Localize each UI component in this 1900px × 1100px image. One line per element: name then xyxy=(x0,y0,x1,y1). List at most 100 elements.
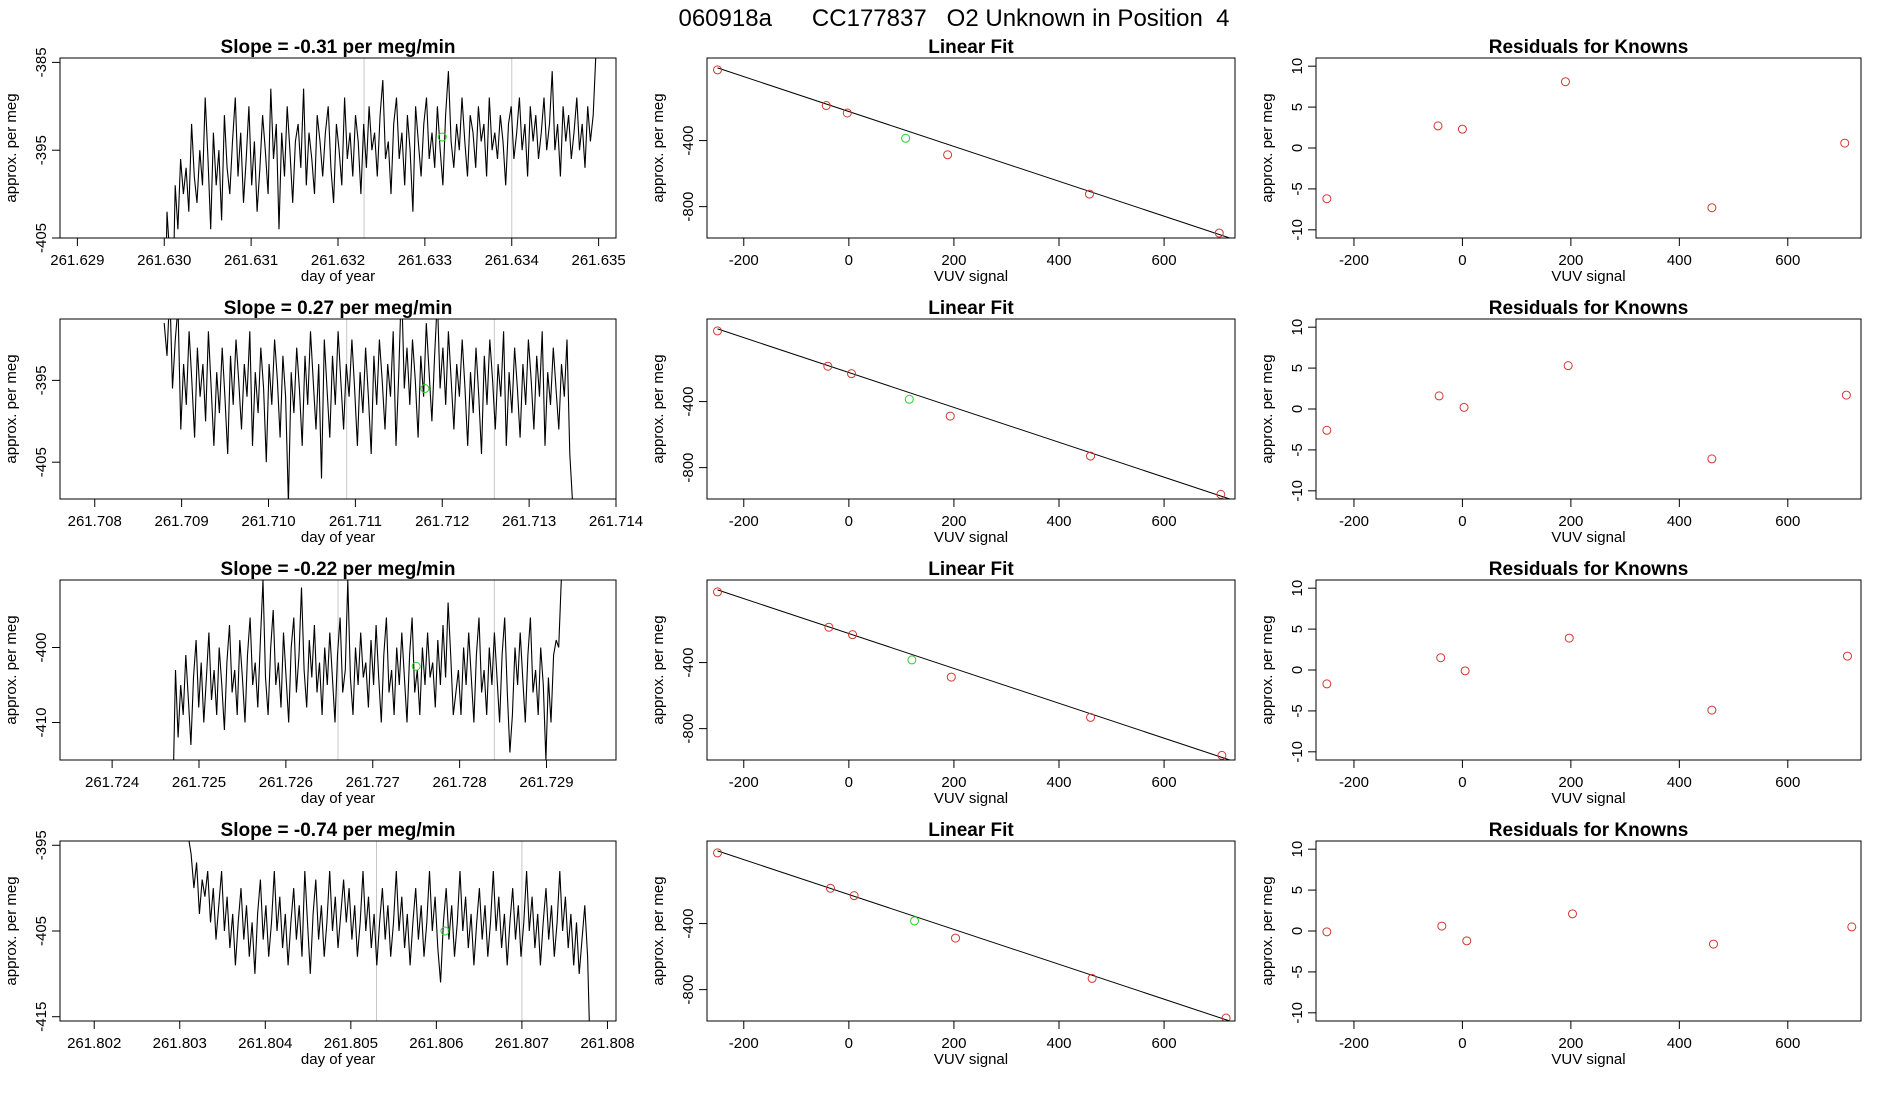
y-tick-label: 5 xyxy=(1289,103,1306,111)
x-tick-label: 261.709 xyxy=(155,513,209,530)
known-point xyxy=(1563,361,1573,371)
y-tick-label: 5 xyxy=(1289,625,1306,633)
known-point xyxy=(1707,705,1717,715)
y-axis-label: approx. per meg xyxy=(3,876,20,985)
timeseries-line xyxy=(173,580,562,760)
x-tick-label: 261.708 xyxy=(68,513,122,530)
plot-frame xyxy=(706,318,1236,500)
x-axis: 261.708 261.709 261.710 261.711 261.712 261.7… xyxy=(68,498,643,530)
x-axis-label: VUV signal xyxy=(934,268,1008,285)
x-axis-label: VUV signal xyxy=(934,529,1008,546)
x-axis-label: day of year xyxy=(301,529,375,546)
x-tick-label: 0 xyxy=(1458,513,1466,530)
panel-linear-fit-1: Linear Fit -200 0 200 400 600 VUV signal -400 -8… xyxy=(650,37,1236,285)
panel-residuals-3: Residuals for Knowns -200 0 200 400 600 VUV si… xyxy=(1259,559,1862,807)
x-tick-label: 261.729 xyxy=(519,774,573,791)
panel-title: Residuals for Knowns xyxy=(1489,559,1689,580)
plot-area xyxy=(1322,909,1857,949)
known-point xyxy=(1087,973,1097,983)
y-axis-label: approx. per meg xyxy=(1259,876,1276,985)
plot-frame xyxy=(59,57,617,239)
x-axis-label: day of year xyxy=(301,268,375,285)
x-tick-label: 200 xyxy=(1558,774,1583,791)
x-tick-label: 0 xyxy=(845,252,853,269)
x-tick-label: 261.712 xyxy=(415,513,469,530)
x-axis-label: VUV signal xyxy=(934,1051,1008,1068)
known-point xyxy=(848,630,858,640)
y-tick-label: -400 xyxy=(680,909,697,939)
y-axis-label: approx. per meg xyxy=(650,876,667,985)
known-point xyxy=(1841,390,1851,400)
x-tick-label: 600 xyxy=(1775,774,1800,791)
x-tick-label: 261.808 xyxy=(580,1035,634,1052)
plot-frame xyxy=(1315,579,1862,761)
x-tick-label: 600 xyxy=(1152,774,1177,791)
timeseries-line xyxy=(163,319,573,499)
known-point xyxy=(825,883,835,893)
y-axis-label: approx. per meg xyxy=(650,354,667,463)
x-tick-label: 200 xyxy=(941,252,966,269)
known-point xyxy=(1707,203,1717,213)
x-axis-label: VUV signal xyxy=(1551,529,1625,546)
x-tick-label: 261.711 xyxy=(329,513,382,530)
known-point xyxy=(1847,922,1857,932)
plot-area xyxy=(713,587,1230,760)
known-point xyxy=(823,361,833,371)
fit-line xyxy=(717,67,1230,238)
y-axis: 10 5 0 -5 -10 xyxy=(1289,580,1317,763)
y-tick-label: -410 xyxy=(33,707,50,737)
y-axis: -385 -395 -405 xyxy=(33,47,61,253)
x-tick-label: 200 xyxy=(941,774,966,791)
y-tick-label: -800 xyxy=(680,975,697,1005)
fit-line xyxy=(717,589,1230,760)
known-point xyxy=(951,933,961,943)
figure-title: 060918a CC177837 O2 Unknown in Position … xyxy=(678,5,1229,32)
plot-area xyxy=(1322,77,1850,213)
plot-area xyxy=(163,319,573,499)
x-tick-label: 600 xyxy=(1775,1035,1800,1052)
x-tick-label: 261.725 xyxy=(172,774,226,791)
x-tick-label: 0 xyxy=(1458,1035,1466,1052)
y-tick-label: -5 xyxy=(1289,182,1306,195)
known-point xyxy=(849,891,859,901)
y-tick-label: -400 xyxy=(33,632,50,662)
y-tick-label: 10 xyxy=(1289,58,1306,75)
plot-area xyxy=(713,848,1231,1021)
panel-residuals-1: Residuals for Knowns -200 0 200 400 600 VUV si… xyxy=(1259,37,1862,285)
panel-title: Linear Fit xyxy=(928,298,1014,319)
x-axis: -200 0 200 400 600 xyxy=(729,498,1177,530)
known-point xyxy=(1568,909,1578,919)
known-point xyxy=(1433,121,1443,131)
known-point xyxy=(943,150,953,160)
plot-area xyxy=(173,580,562,760)
panel-residuals-4: Residuals for Knowns -200 0 200 400 600 VUV si… xyxy=(1259,820,1862,1068)
y-tick-label: -10 xyxy=(1289,1002,1306,1024)
x-tick-label: 600 xyxy=(1775,252,1800,269)
plot-frame xyxy=(59,579,617,761)
x-axis-label: day of year xyxy=(301,790,375,807)
y-tick-label: 0 xyxy=(1289,405,1306,413)
x-tick-label: -200 xyxy=(729,774,759,791)
x-tick-label: 600 xyxy=(1775,513,1800,530)
y-tick-label: -800 xyxy=(680,453,697,483)
plot-frame xyxy=(1315,57,1862,239)
timeseries-line xyxy=(188,841,590,1021)
y-tick-label: 10 xyxy=(1289,319,1306,336)
y-tick-label: 0 xyxy=(1289,144,1306,152)
y-tick-label: -405 xyxy=(33,223,50,253)
y-axis: -395 -415 -405 xyxy=(33,830,61,1032)
plot-frame xyxy=(706,840,1236,1022)
x-tick-label: 400 xyxy=(1667,252,1692,269)
plot-frame xyxy=(706,57,1236,239)
plot-area xyxy=(188,841,590,1021)
y-tick-label: -405 xyxy=(33,916,50,946)
x-tick-label: 261.728 xyxy=(433,774,487,791)
x-axis: -200 0 200 400 600 xyxy=(729,759,1177,791)
y-tick-label: 0 xyxy=(1289,927,1306,935)
x-tick-label: 400 xyxy=(1046,1035,1071,1052)
y-tick-label: -10 xyxy=(1289,480,1306,502)
y-tick-label: -395 xyxy=(33,830,50,860)
x-tick-label: 0 xyxy=(1458,252,1466,269)
x-tick-label: -200 xyxy=(729,1035,759,1052)
